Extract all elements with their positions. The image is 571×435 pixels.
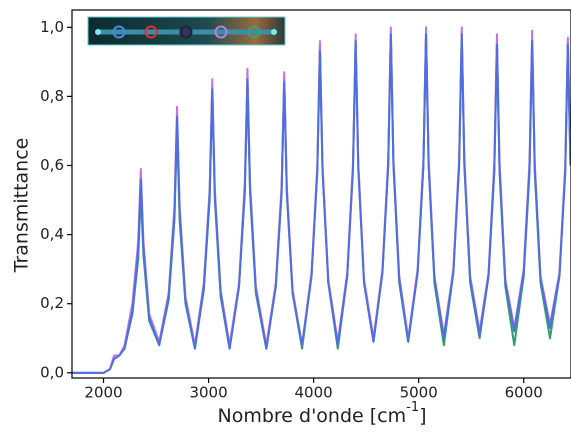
x-tick-label: 6000 xyxy=(505,384,543,402)
y-tick-label: 0,4 xyxy=(40,225,64,243)
series-line xyxy=(72,33,571,374)
x-tick-label: 4000 xyxy=(295,384,333,402)
y-axis-label: Transmittance xyxy=(11,138,33,274)
inset-image xyxy=(87,16,286,46)
x-tick-label: 3000 xyxy=(189,384,227,402)
y-tick-label: 0,8 xyxy=(40,87,64,105)
plot-frame xyxy=(71,9,571,379)
x-axis-label-text: Nombre d'onde [cm xyxy=(217,405,406,427)
plot-lines xyxy=(72,26,571,374)
x-axis-label: Nombre d'onde [cm-1] xyxy=(217,400,426,427)
x-tick-label: 5000 xyxy=(400,384,438,402)
x-axis-label-end: ] xyxy=(419,405,426,427)
y-tick-label: 0,0 xyxy=(40,363,64,381)
y-tick-label: 0,2 xyxy=(40,294,64,312)
y-tick-label: 0,6 xyxy=(40,156,64,174)
x-axis-label-exponent: -1 xyxy=(406,400,419,415)
x-tick-label: 2000 xyxy=(84,384,122,402)
y-tick-label: 1,0 xyxy=(40,18,64,36)
